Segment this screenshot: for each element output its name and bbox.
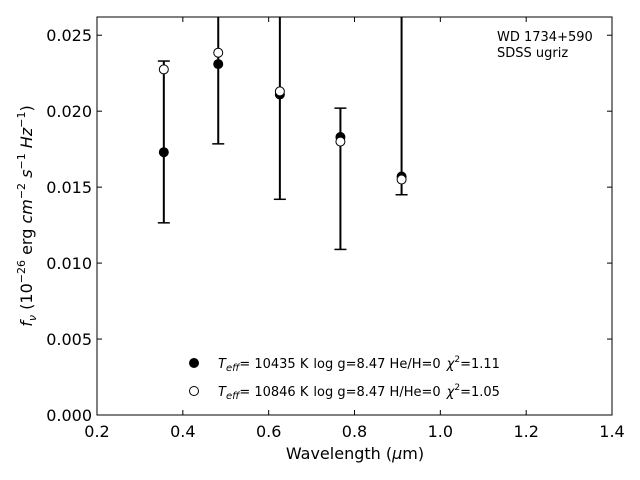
data-point-open (274, 86, 285, 97)
legend-marker-filled (189, 358, 199, 368)
x-tick-label: 1.0 (428, 422, 453, 441)
x-tick-label: 0.4 (170, 422, 195, 441)
y-tick-label: 0.010 (46, 254, 92, 273)
annotation-survey-name: SDSS ugriz (497, 46, 568, 61)
plot-area (96, 16, 613, 416)
axis-ticks: 0.2 0.4 0.6 0.8 1.0 1.2 1.4 0.000 0.005 0.010 0.01… (46, 17, 625, 441)
x-axis-label: Wavelength (μm) (286, 444, 424, 463)
data-point-filled (213, 59, 224, 70)
data-point-filled (158, 147, 169, 158)
legend-1-chi: =1.11 (460, 357, 500, 372)
legend-1-teff: = 10435 K (239, 357, 309, 372)
data-points (158, 47, 407, 185)
legend-2-params: log g=8.47 H/He=0 (313, 385, 440, 400)
legend-2-teff: = 10846 K (239, 385, 309, 400)
y-tick-label: 0.005 (46, 330, 92, 349)
x-tick-label: 1.4 (599, 422, 624, 441)
legend-2-chi: =1.05 (460, 385, 500, 400)
x-tick-label: 0.6 (256, 422, 281, 441)
x-tick-label: 1.2 (513, 422, 538, 441)
y-tick-label: 0.020 (46, 102, 92, 121)
x-tick-label: 0.2 (84, 422, 109, 441)
x-tick-label: 0.8 (342, 422, 367, 441)
legend-1-params: log g=8.47 He/H=0 (313, 357, 440, 372)
data-point-open (213, 47, 224, 58)
data-point-open (158, 64, 169, 75)
annotation-object-name: WD 1734+590 (497, 30, 593, 45)
y-axis-label: fν (10−26 erg cm−2 s−1 Hz−1) (15, 105, 39, 326)
y-tick-label: 0.000 (46, 406, 92, 425)
y-tick-label: 0.025 (46, 26, 92, 45)
legend-marker-open (189, 386, 199, 396)
y-tick-label: 0.015 (46, 178, 92, 197)
data-point-open (335, 136, 346, 147)
error-bars (157, 17, 408, 251)
data-point-open (396, 174, 407, 185)
